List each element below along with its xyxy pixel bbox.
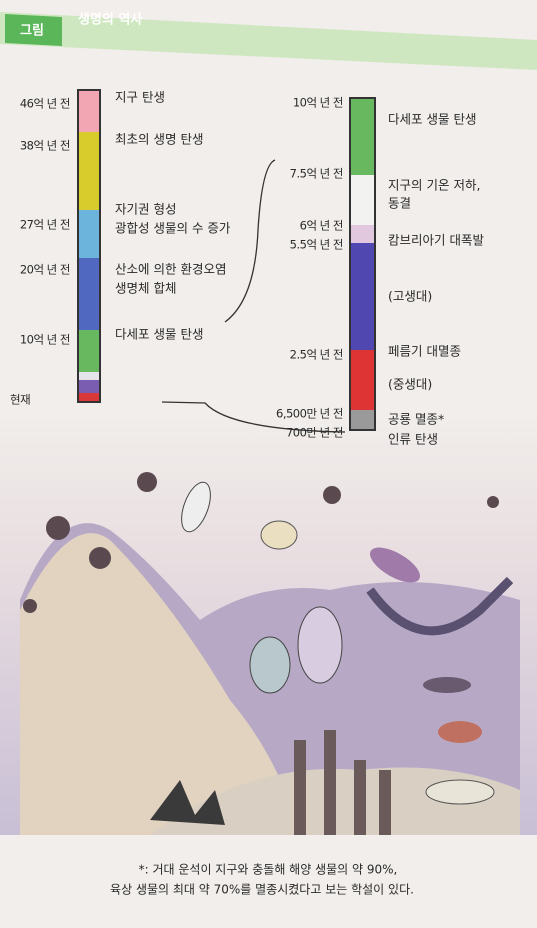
creature bbox=[366, 576, 514, 636]
event-label: 최초의 생명 탄생 bbox=[115, 132, 203, 147]
creature bbox=[423, 677, 471, 693]
creatures bbox=[23, 472, 514, 835]
event-label: 페름기 대멸종 bbox=[388, 344, 461, 359]
time-label: 2.5억 년 전 bbox=[290, 348, 343, 362]
header-band bbox=[0, 12, 537, 70]
bar-segment bbox=[78, 330, 100, 372]
event-label: 자기권 형성 bbox=[115, 202, 176, 217]
event-label: 생명체 합체 bbox=[115, 281, 176, 296]
event-label: 인류 탄생 bbox=[388, 432, 438, 447]
right-bar bbox=[349, 97, 376, 431]
time-label: 10억 년 전 bbox=[20, 333, 70, 347]
creature bbox=[260, 520, 298, 550]
bar-segment bbox=[78, 380, 100, 393]
header-title: 생명의 역사 bbox=[78, 12, 142, 28]
creature bbox=[46, 516, 70, 540]
time-label: 6억 년 전 bbox=[300, 219, 343, 233]
creature bbox=[370, 547, 420, 583]
bar-segment bbox=[350, 243, 375, 350]
time-label: 38억 년 전 bbox=[20, 139, 70, 153]
creature bbox=[181, 481, 211, 533]
event-label: 동결 bbox=[388, 196, 411, 211]
footnote: 육상 생물의 최대 약 70%를 멸종시켰다고 보는 학설이 있다. bbox=[110, 882, 414, 897]
event-label: 캄브리아기 대폭발 bbox=[388, 233, 484, 248]
event-label: 산소에 의한 환경오염 bbox=[115, 262, 226, 277]
bar-segment bbox=[350, 410, 375, 430]
time-label: 46억 년 전 bbox=[20, 97, 70, 111]
bar-segment bbox=[350, 350, 375, 410]
time-label: 700만 년 전 bbox=[286, 426, 343, 440]
time-label: 7.5억 년 전 bbox=[290, 167, 343, 181]
creature bbox=[150, 780, 225, 825]
event-label: 지구의 기온 저하, bbox=[388, 178, 480, 193]
bar-outline bbox=[349, 97, 376, 431]
hill bbox=[20, 533, 300, 835]
time-label: 현재 bbox=[10, 393, 30, 407]
event-label: (중생대) bbox=[388, 377, 432, 392]
creature bbox=[323, 486, 341, 504]
time-label: 27억 년 전 bbox=[20, 218, 70, 232]
header-tab bbox=[5, 14, 62, 46]
event-label: 지구 탄생 bbox=[115, 90, 165, 105]
event-label: 다세포 생물 탄생 bbox=[388, 112, 476, 127]
bar-segment bbox=[350, 98, 375, 175]
creature bbox=[23, 599, 37, 613]
creature bbox=[89, 547, 111, 569]
bar-segment bbox=[78, 90, 100, 132]
creature bbox=[487, 496, 499, 508]
bar-segment bbox=[350, 175, 375, 225]
event-label: 공룡 멸종* bbox=[388, 412, 444, 427]
creature bbox=[425, 779, 495, 805]
bar-outline bbox=[77, 89, 101, 403]
time-label: 5.5억 년 전 bbox=[290, 238, 343, 252]
event-label: 광합성 생물의 수 증가 bbox=[115, 221, 231, 236]
creature bbox=[137, 472, 157, 492]
bar-segment bbox=[78, 258, 100, 330]
event-label: 다세포 생물 탄생 bbox=[115, 327, 203, 342]
creature bbox=[249, 636, 291, 694]
connector bbox=[161, 401, 346, 433]
bar-segment bbox=[78, 393, 100, 402]
event-label: (고생대) bbox=[388, 289, 432, 304]
creature bbox=[297, 606, 343, 684]
bar-segment bbox=[78, 372, 100, 380]
connector bbox=[224, 159, 276, 323]
time-label: 10억 년 전 bbox=[293, 96, 343, 110]
time-label: 20억 년 전 bbox=[20, 263, 70, 277]
footnote: *: 거대 운석이 지구와 충돌해 해양 생물의 약 90%, bbox=[139, 862, 398, 877]
bar-segment bbox=[78, 210, 100, 258]
creature bbox=[294, 730, 391, 835]
time-label: 6,500만 년 전 bbox=[276, 407, 343, 421]
left-bar bbox=[77, 89, 101, 403]
header-label: 그림 bbox=[20, 24, 44, 39]
bar-segment bbox=[350, 225, 375, 243]
bar-segment bbox=[78, 132, 100, 210]
creature bbox=[438, 721, 482, 743]
